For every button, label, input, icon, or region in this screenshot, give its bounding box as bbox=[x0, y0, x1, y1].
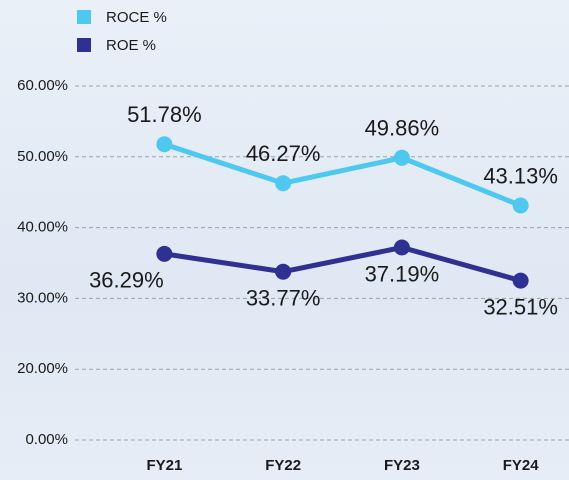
data-label: 37.19% bbox=[365, 261, 440, 286]
data-label: 49.86% bbox=[365, 116, 440, 141]
point bbox=[156, 245, 173, 262]
y-tick-label: 20.00% bbox=[17, 360, 68, 377]
data-label: 33.77% bbox=[246, 286, 321, 311]
legend-label: ROE % bbox=[106, 37, 156, 54]
point bbox=[275, 263, 292, 280]
data-label: 32.51% bbox=[483, 294, 558, 319]
legend-swatch bbox=[77, 38, 91, 52]
y-tick-label: 0.00% bbox=[25, 431, 68, 448]
data-label: 43.13% bbox=[483, 163, 558, 188]
y-tick-label: 40.00% bbox=[17, 219, 68, 236]
x-tick-label: FY23 bbox=[384, 457, 420, 474]
x-tick-label: FY21 bbox=[146, 457, 182, 474]
x-tick-label: FY24 bbox=[503, 457, 540, 474]
series-line bbox=[164, 244, 522, 284]
data-label: 46.27% bbox=[246, 141, 321, 166]
legend-label: ROCE % bbox=[106, 9, 167, 26]
data-label: 36.29% bbox=[89, 268, 164, 293]
point bbox=[156, 136, 173, 153]
data-label: 51.78% bbox=[127, 102, 202, 127]
legend-swatch bbox=[77, 10, 91, 24]
y-tick-label: 50.00% bbox=[17, 148, 68, 165]
y-tick-label: 60.00% bbox=[17, 77, 68, 94]
point bbox=[393, 239, 410, 256]
point bbox=[512, 197, 529, 214]
point bbox=[275, 175, 292, 192]
series-line bbox=[163, 141, 522, 208]
y-tick-label: 30.00% bbox=[17, 289, 68, 306]
x-tick-label: FY22 bbox=[265, 457, 301, 474]
point bbox=[393, 149, 410, 166]
point bbox=[512, 272, 529, 289]
